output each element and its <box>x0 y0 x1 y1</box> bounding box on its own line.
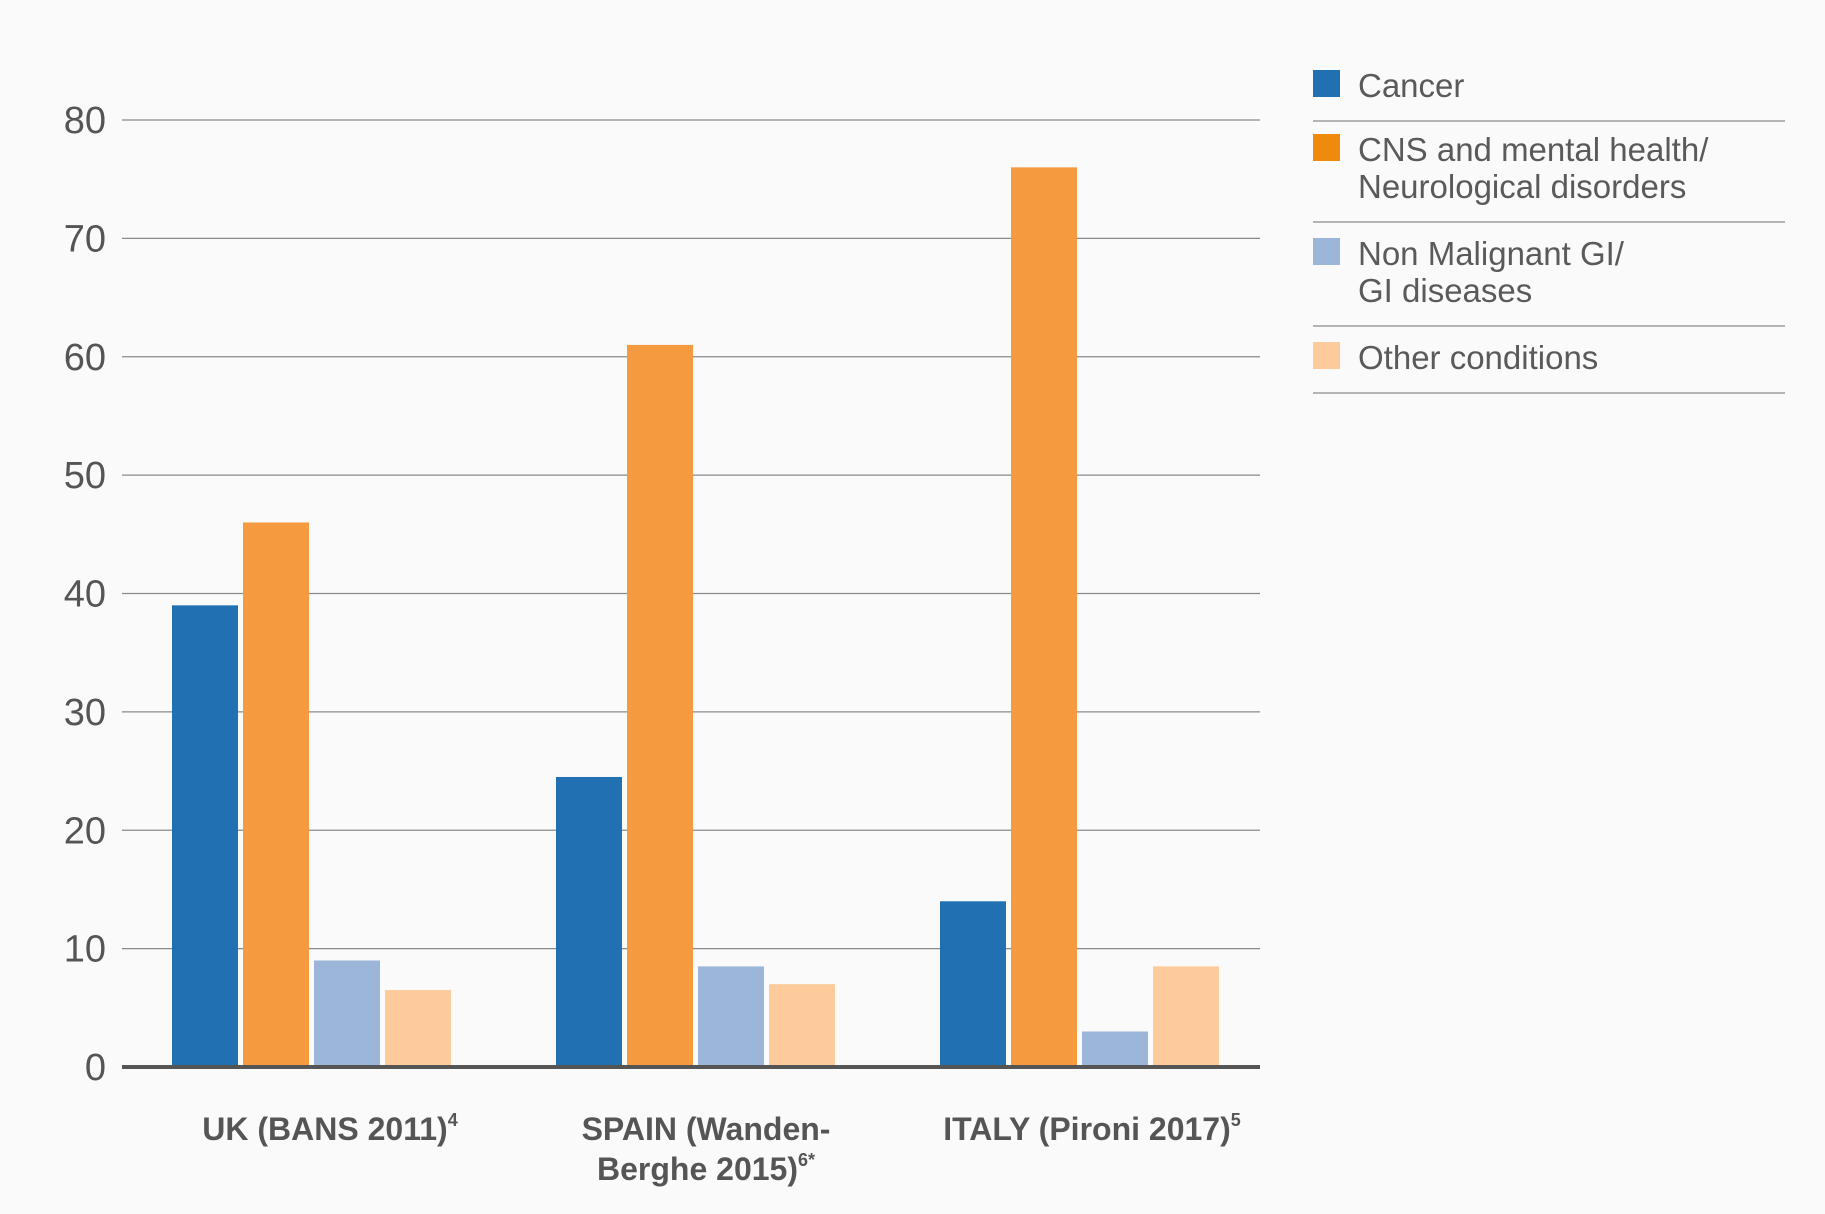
legend-swatch <box>1313 70 1340 97</box>
bar <box>556 776 622 1067</box>
y-tick-label: 50 <box>64 455 106 497</box>
category-labels: UK (BANS 2011)4 SPAIN (Wanden-Berghe 2015… <box>202 1110 1240 1187</box>
y-tick-label: 20 <box>64 810 106 852</box>
x-tick-label: UK (BANS 2011)4 <box>202 1110 457 1147</box>
bar <box>1153 966 1219 1067</box>
x-tick-label: ITALY (Pironi 2017)5 <box>943 1110 1241 1147</box>
x-tick-label: Berghe 2015)6* <box>597 1150 815 1187</box>
legend-label: Cancer <box>1358 67 1464 104</box>
y-axis-ticks: 0 10 20 30 40 50 60 70 80 <box>64 100 106 1089</box>
bar <box>769 984 835 1067</box>
bar <box>172 605 238 1067</box>
bars <box>172 167 1219 1068</box>
legend: Cancer CNS and mental health/Neurological… <box>1313 67 1785 394</box>
bar <box>1082 1031 1148 1067</box>
legend-label: CNS and mental health/ <box>1358 131 1709 168</box>
y-tick-label: 70 <box>64 218 106 260</box>
bar <box>940 901 1006 1067</box>
legend-label: Non Malignant GI/ <box>1358 235 1625 272</box>
y-tick-label: 60 <box>64 337 106 379</box>
legend-label: Neurological disorders <box>1358 168 1686 205</box>
y-tick-label: 10 <box>64 929 106 971</box>
bar <box>385 990 451 1067</box>
legend-label: Other conditions <box>1358 339 1598 376</box>
legend-swatch <box>1313 134 1340 161</box>
bar <box>1011 167 1077 1068</box>
bar <box>314 960 380 1067</box>
x-tick-label: SPAIN (Wanden- <box>582 1111 831 1147</box>
legend-label: GI diseases <box>1358 272 1532 309</box>
y-tick-label: 80 <box>64 100 106 142</box>
bar <box>243 522 309 1067</box>
bar <box>698 966 764 1067</box>
y-tick-label: 40 <box>64 574 106 616</box>
y-tick-label: 30 <box>64 692 106 734</box>
legend-swatch <box>1313 238 1340 265</box>
y-tick-label: 0 <box>85 1047 106 1089</box>
bar <box>627 344 693 1068</box>
legend-swatch <box>1313 342 1340 369</box>
